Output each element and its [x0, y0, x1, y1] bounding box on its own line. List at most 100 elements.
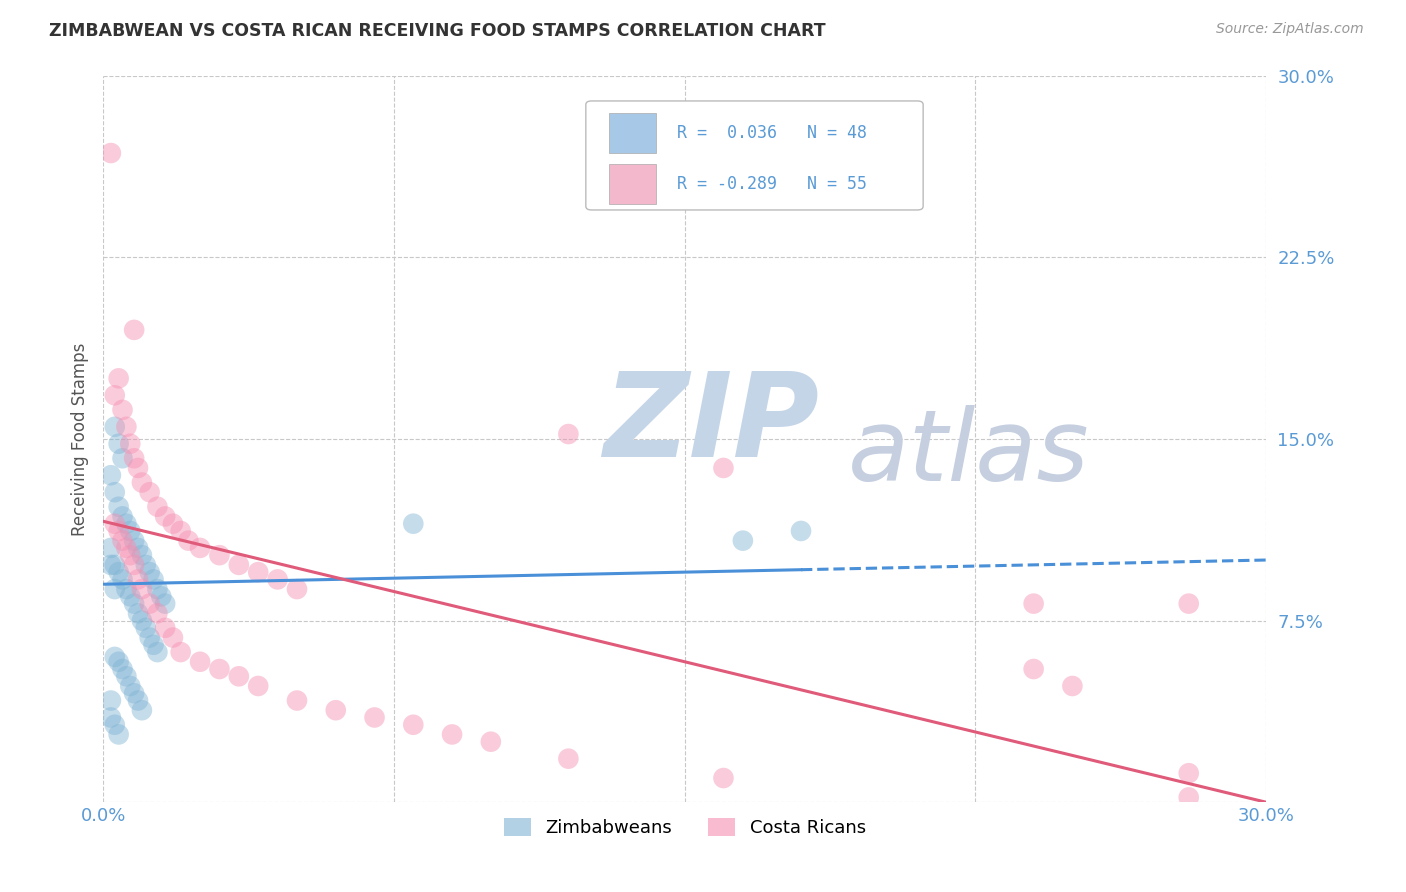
- Point: [170, 645, 193, 659]
- Point: [104, 485, 127, 500]
- Point: [111, 509, 134, 524]
- Point: [127, 573, 149, 587]
- Point: [107, 371, 129, 385]
- Point: [188, 541, 211, 555]
- Point: [120, 590, 142, 604]
- Point: [135, 558, 157, 572]
- Point: [104, 388, 127, 402]
- Point: [402, 516, 425, 531]
- Point: [557, 427, 579, 442]
- Point: [107, 565, 129, 579]
- Point: [1022, 662, 1045, 676]
- Point: [713, 771, 735, 785]
- Point: [100, 541, 122, 555]
- Point: [111, 402, 134, 417]
- Point: [146, 582, 169, 596]
- Point: [111, 451, 134, 466]
- Point: [146, 645, 169, 659]
- Point: [122, 451, 145, 466]
- Point: [127, 461, 149, 475]
- Point: [177, 533, 200, 548]
- Point: [170, 524, 193, 538]
- Point: [146, 607, 169, 621]
- Text: atlas: atlas: [848, 405, 1090, 502]
- Point: [115, 582, 138, 596]
- Point: [107, 524, 129, 538]
- Point: [100, 468, 122, 483]
- Point: [131, 614, 153, 628]
- Point: [247, 565, 270, 579]
- Point: [100, 146, 122, 161]
- Point: [104, 419, 127, 434]
- Point: [479, 735, 502, 749]
- Point: [100, 710, 122, 724]
- Point: [402, 717, 425, 731]
- Legend: Zimbabweans, Costa Ricans: Zimbabweans, Costa Ricans: [496, 810, 873, 844]
- Point: [247, 679, 270, 693]
- Point: [441, 727, 464, 741]
- Point: [122, 323, 145, 337]
- Point: [122, 686, 145, 700]
- Point: [120, 679, 142, 693]
- Point: [120, 548, 142, 562]
- Point: [228, 558, 250, 572]
- FancyBboxPatch shape: [586, 101, 924, 210]
- Point: [228, 669, 250, 683]
- Point: [162, 516, 184, 531]
- Text: ZIP: ZIP: [603, 367, 820, 482]
- Point: [107, 727, 129, 741]
- Point: [363, 710, 385, 724]
- Point: [122, 558, 145, 572]
- Point: [115, 516, 138, 531]
- Point: [115, 419, 138, 434]
- Point: [1177, 597, 1199, 611]
- Point: [111, 573, 134, 587]
- Point: [107, 436, 129, 450]
- Point: [150, 590, 173, 604]
- Text: R =  0.036   N = 48: R = 0.036 N = 48: [676, 124, 866, 142]
- Point: [131, 548, 153, 562]
- Point: [111, 662, 134, 676]
- Point: [115, 669, 138, 683]
- Y-axis label: Receiving Food Stamps: Receiving Food Stamps: [72, 343, 89, 535]
- Point: [153, 509, 176, 524]
- Point: [131, 475, 153, 490]
- Point: [153, 597, 176, 611]
- Point: [142, 638, 165, 652]
- Point: [138, 631, 160, 645]
- Point: [285, 582, 308, 596]
- Point: [120, 436, 142, 450]
- Point: [153, 621, 176, 635]
- Point: [104, 582, 127, 596]
- Point: [122, 597, 145, 611]
- Point: [790, 524, 813, 538]
- Point: [111, 533, 134, 548]
- Point: [188, 655, 211, 669]
- Point: [107, 655, 129, 669]
- Point: [731, 533, 754, 548]
- Point: [208, 662, 231, 676]
- Point: [138, 597, 160, 611]
- Point: [266, 573, 288, 587]
- Point: [100, 693, 122, 707]
- Text: Source: ZipAtlas.com: Source: ZipAtlas.com: [1216, 22, 1364, 37]
- Point: [120, 524, 142, 538]
- Point: [325, 703, 347, 717]
- Point: [115, 541, 138, 555]
- Point: [122, 533, 145, 548]
- Point: [138, 565, 160, 579]
- Point: [713, 461, 735, 475]
- Point: [104, 717, 127, 731]
- Point: [1177, 790, 1199, 805]
- Text: ZIMBABWEAN VS COSTA RICAN RECEIVING FOOD STAMPS CORRELATION CHART: ZIMBABWEAN VS COSTA RICAN RECEIVING FOOD…: [49, 22, 825, 40]
- Point: [285, 693, 308, 707]
- Point: [1022, 597, 1045, 611]
- Point: [104, 516, 127, 531]
- Point: [1062, 679, 1084, 693]
- Point: [1177, 766, 1199, 780]
- Point: [138, 485, 160, 500]
- Point: [131, 703, 153, 717]
- Point: [107, 500, 129, 514]
- Point: [104, 558, 127, 572]
- Point: [557, 752, 579, 766]
